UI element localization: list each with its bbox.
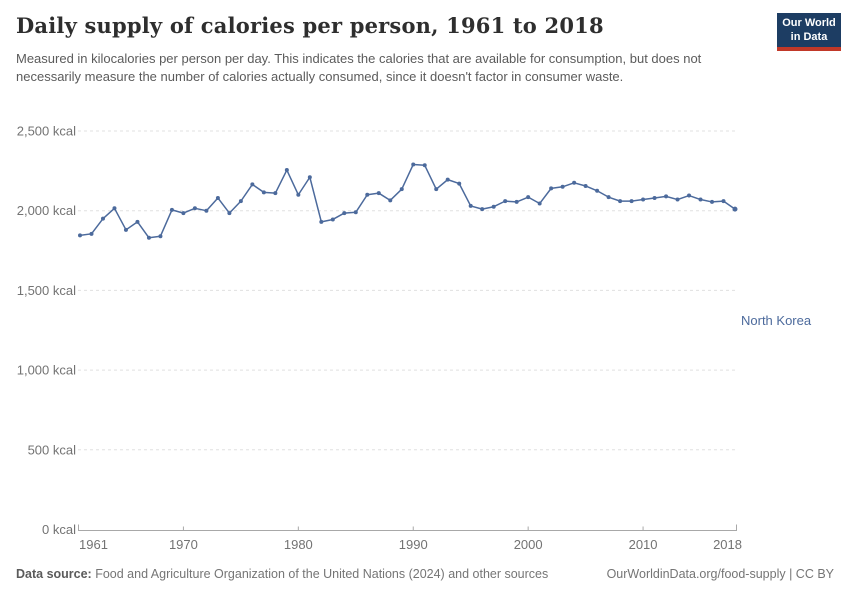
data-point-marker[interactable] (330, 217, 335, 222)
chart-canvas: 0 kcal 500 kcal 1,000 kcal 1,500 kcal 2,000 … (17, 124, 742, 553)
owid-logo-line1: Our World (782, 17, 836, 29)
y-axis-tick-label: 1,000 kcal (17, 363, 76, 378)
data-point-marker[interactable] (135, 219, 140, 224)
footer-link[interactable]: OurWorldinData.org/food-supply | CC BY (606, 567, 834, 581)
x-axis-tick-label: 1961 (79, 537, 108, 552)
data-point-marker[interactable] (112, 206, 117, 211)
data-point-marker[interactable] (146, 235, 151, 240)
data-point-marker[interactable] (710, 199, 715, 204)
data-point-marker[interactable] (342, 211, 347, 216)
data-point-marker[interactable] (664, 194, 669, 199)
data-point-marker[interactable] (457, 181, 462, 186)
chart-subtitle: Measured in kilocalories per person per … (16, 51, 702, 85)
data-point-marker[interactable] (158, 234, 163, 239)
data-point-marker[interactable] (169, 207, 174, 212)
data-point-marker[interactable] (595, 188, 600, 193)
x-axis-tick-label: 2010 (629, 537, 658, 552)
y-axis-tick-label: 1,500 kcal (17, 283, 76, 298)
data-point-marker[interactable] (388, 198, 393, 203)
data-point-marker[interactable] (181, 211, 186, 216)
x-axis-tick-label: 1970 (169, 537, 198, 552)
data-point-marker[interactable] (526, 195, 531, 200)
data-point-marker[interactable] (296, 192, 301, 197)
data-source: Data source: Food and Agriculture Organi… (16, 567, 548, 581)
x-axis-tick-label: 2000 (514, 537, 543, 552)
line-chart: 0 kcal 500 kcal 1,000 kcal 1,500 kcal 2,000 … (0, 110, 850, 560)
data-point-marker[interactable] (732, 206, 738, 212)
data-point-marker[interactable] (319, 219, 324, 224)
owid-logo-line2: in Data (790, 30, 828, 43)
x-axis-tick-label: 1980 (284, 537, 313, 552)
y-axis-tick-label: 0 kcal (42, 522, 76, 537)
data-point-marker[interactable] (192, 206, 197, 211)
data-point-marker[interactable] (629, 199, 634, 204)
data-point-marker[interactable] (215, 195, 220, 200)
data-point-marker[interactable] (606, 195, 611, 200)
data-point-marker[interactable] (583, 183, 588, 188)
data-point-marker[interactable] (365, 192, 370, 197)
data-point-marker[interactable] (284, 168, 289, 173)
data-point-marker[interactable] (89, 231, 94, 236)
data-point-marker[interactable] (687, 193, 692, 198)
data-point-marker[interactable] (204, 208, 209, 213)
page-title: Daily supply of calories per person, 196… (16, 13, 604, 38)
y-axis-tick-label: 2,500 kcal (17, 124, 76, 139)
data-point-marker[interactable] (549, 186, 554, 191)
data-point-marker[interactable] (445, 177, 450, 182)
data-point-marker[interactable] (434, 187, 439, 192)
owid-logo[interactable]: Our World in Data (777, 13, 841, 51)
data-point-marker[interactable] (652, 195, 657, 200)
data-point-marker[interactable] (411, 162, 416, 167)
data-point-marker[interactable] (618, 199, 623, 204)
data-point-marker[interactable] (422, 163, 427, 168)
chart-footer: Data source: Food and Agriculture Organi… (16, 567, 834, 581)
x-axis-tick-label: 2018 (713, 537, 742, 552)
data-point-marker[interactable] (399, 187, 404, 192)
x-axis-tick-label: 1990 (399, 537, 428, 552)
data-point-marker[interactable] (721, 199, 726, 204)
north-korea-line[interactable] (79, 163, 736, 239)
data-point-marker[interactable] (698, 197, 703, 202)
data-point-marker[interactable] (641, 197, 646, 202)
data-source-label: Data source: (16, 567, 92, 581)
data-point-marker[interactable] (537, 201, 542, 206)
data-point-marker[interactable] (376, 191, 381, 196)
y-axis-tick-label: 2,000 kcal (17, 203, 76, 218)
data-point-marker[interactable] (100, 216, 105, 221)
data-point-marker[interactable] (307, 175, 312, 180)
data-point-marker[interactable] (468, 203, 473, 208)
data-point-marker[interactable] (503, 199, 508, 204)
data-point-marker[interactable] (261, 190, 266, 195)
data-point-marker[interactable] (227, 211, 232, 216)
data-point-marker[interactable] (273, 191, 278, 196)
y-axis-tick-label: 500 kcal (28, 442, 77, 457)
data-point-marker[interactable] (560, 184, 565, 189)
data-point-marker[interactable] (514, 199, 519, 204)
data-point-marker[interactable] (491, 204, 496, 209)
data-point-marker[interactable] (353, 210, 358, 215)
data-point-marker[interactable] (480, 207, 485, 212)
data-point-marker[interactable] (123, 227, 128, 232)
data-source-text: Food and Agriculture Organization of the… (91, 567, 549, 581)
data-point-marker[interactable] (572, 180, 577, 185)
data-point-marker[interactable] (250, 182, 255, 187)
data-point-marker[interactable] (238, 199, 243, 204)
data-point-marker[interactable] (78, 233, 82, 238)
series-label-north-korea[interactable]: North Korea (741, 313, 812, 328)
data-point-marker[interactable] (675, 197, 680, 202)
